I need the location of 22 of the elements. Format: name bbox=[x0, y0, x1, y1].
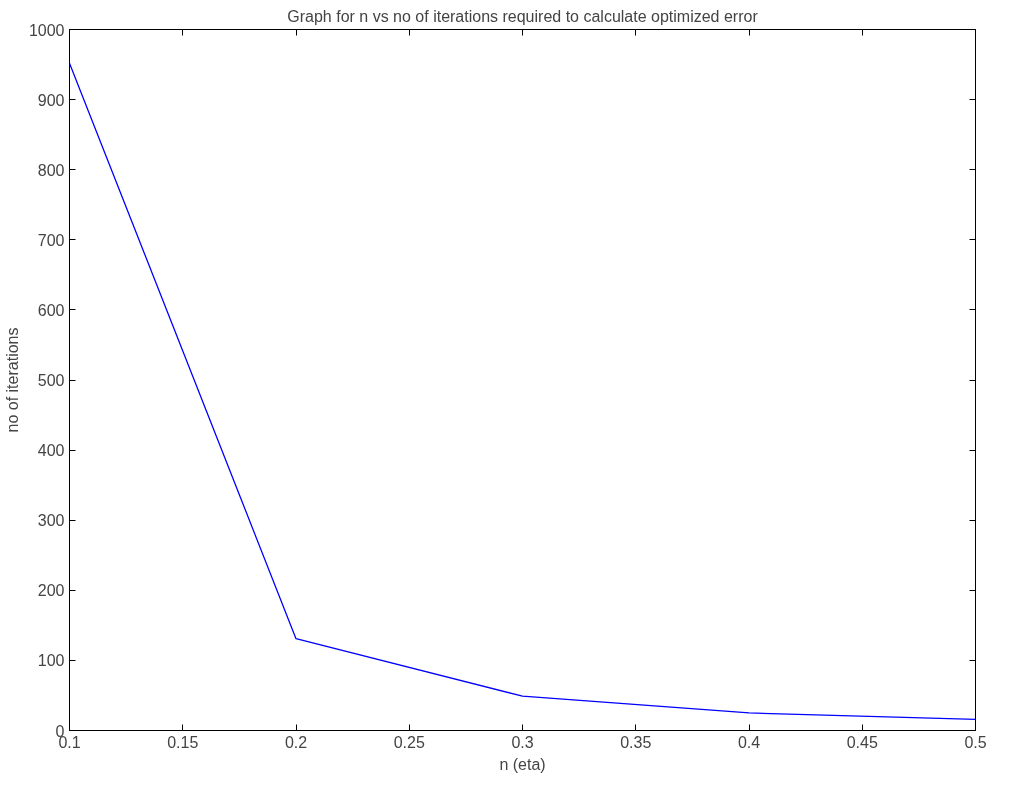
x-tick-label: 0.15 bbox=[167, 733, 199, 751]
y-tick-label: 1000 bbox=[28, 21, 65, 39]
line-series bbox=[69, 62, 976, 720]
x-tick-label: 0.45 bbox=[846, 733, 878, 751]
y-tick-label: 600 bbox=[37, 301, 65, 319]
x-tick-label: 0.35 bbox=[620, 733, 652, 751]
y-tick-label: 800 bbox=[37, 161, 65, 179]
chart-title: Graph for n vs no of iterations required to calculate optimized error bbox=[287, 7, 759, 25]
y-tick-label: 400 bbox=[37, 442, 65, 460]
y-tick-label: 300 bbox=[37, 512, 65, 530]
y-tick-label: 700 bbox=[37, 231, 65, 249]
x-tick-label: 0.4 bbox=[737, 733, 761, 751]
y-tick-label: 200 bbox=[37, 582, 65, 600]
y-tick-label: 900 bbox=[37, 91, 65, 109]
x-axis-title: n (eta) bbox=[499, 755, 546, 773]
x-tick-label: 0.3 bbox=[511, 733, 534, 751]
y-axis-title: no of iterations bbox=[3, 327, 21, 433]
y-tick-label: 100 bbox=[37, 652, 65, 670]
x-tick-label: 0.2 bbox=[284, 733, 308, 751]
x-tick-label: 0.5 bbox=[964, 733, 987, 751]
y-tick-label: 500 bbox=[37, 372, 65, 389]
x-tick-label: 0.25 bbox=[393, 733, 425, 751]
